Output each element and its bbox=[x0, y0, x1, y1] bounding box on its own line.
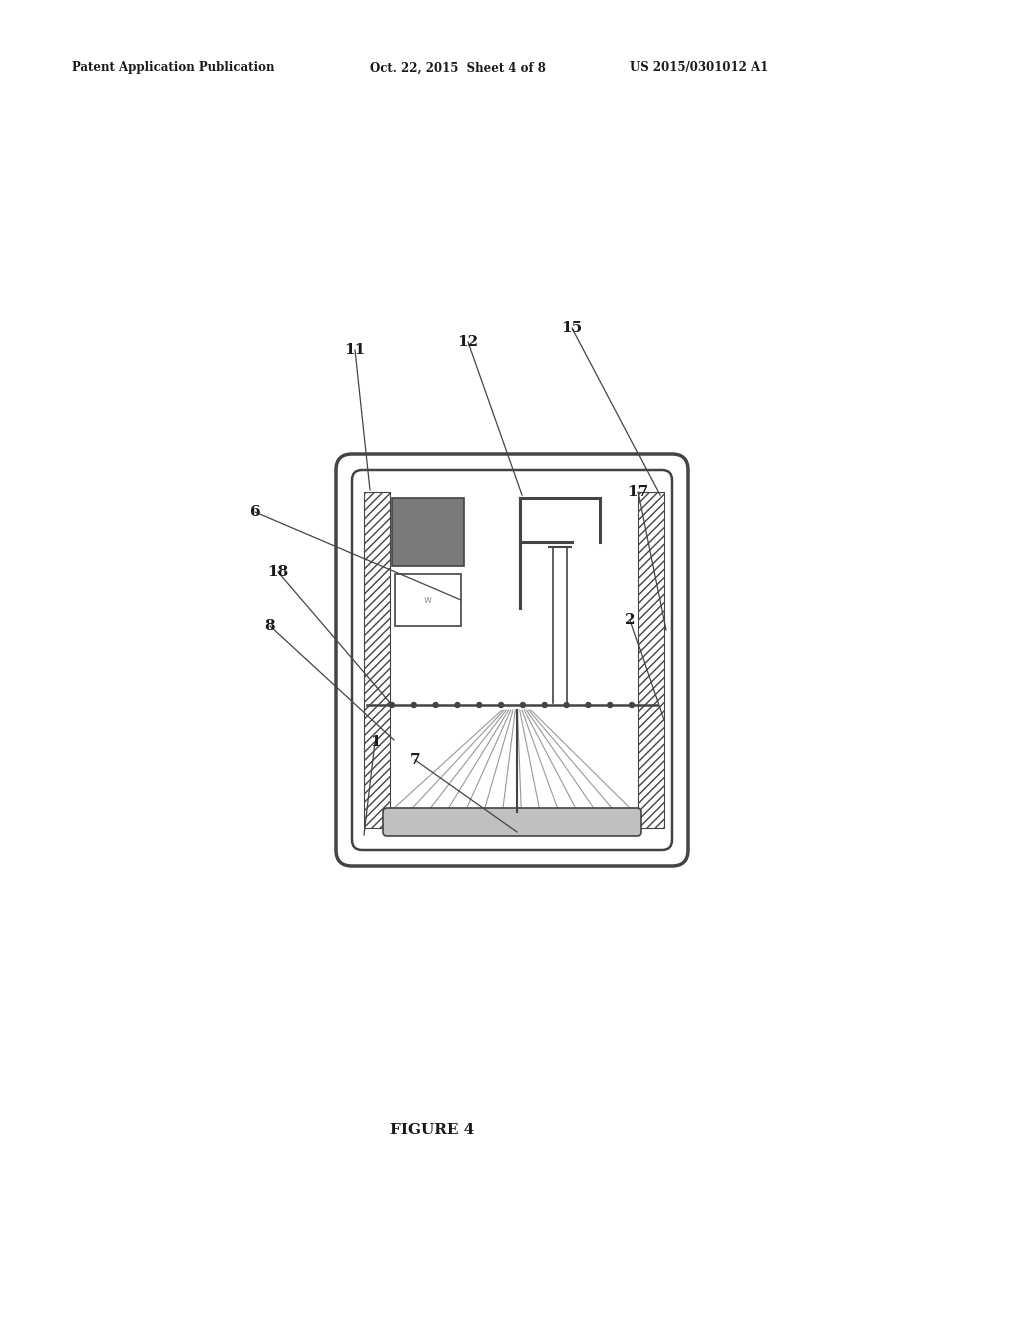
FancyBboxPatch shape bbox=[336, 454, 688, 866]
Circle shape bbox=[433, 702, 438, 708]
Text: 8: 8 bbox=[264, 619, 275, 634]
Text: 18: 18 bbox=[267, 565, 289, 579]
Circle shape bbox=[499, 702, 504, 708]
Text: 11: 11 bbox=[344, 343, 366, 356]
Text: w: w bbox=[424, 595, 432, 605]
Bar bbox=[392, 498, 464, 566]
FancyBboxPatch shape bbox=[383, 808, 641, 836]
Circle shape bbox=[564, 702, 569, 708]
Circle shape bbox=[607, 702, 612, 708]
Text: Oct. 22, 2015  Sheet 4 of 8: Oct. 22, 2015 Sheet 4 of 8 bbox=[370, 62, 546, 74]
Text: US 2015/0301012 A1: US 2015/0301012 A1 bbox=[630, 62, 768, 74]
Text: 1: 1 bbox=[370, 735, 380, 748]
Text: 6: 6 bbox=[250, 506, 260, 519]
Circle shape bbox=[586, 702, 591, 708]
Text: Patent Application Publication: Patent Application Publication bbox=[72, 62, 274, 74]
Bar bbox=[364, 492, 390, 828]
Text: 17: 17 bbox=[628, 484, 648, 499]
Circle shape bbox=[455, 702, 460, 708]
Circle shape bbox=[412, 702, 417, 708]
FancyBboxPatch shape bbox=[352, 470, 672, 850]
Bar bbox=[638, 492, 664, 828]
Text: 2: 2 bbox=[625, 612, 635, 627]
Circle shape bbox=[630, 702, 635, 708]
Circle shape bbox=[543, 702, 547, 708]
Text: FIGURE 4: FIGURE 4 bbox=[390, 1123, 474, 1137]
Text: 12: 12 bbox=[458, 335, 478, 348]
Circle shape bbox=[477, 702, 481, 708]
Circle shape bbox=[389, 702, 394, 708]
Bar bbox=[395, 574, 461, 626]
Text: 7: 7 bbox=[410, 752, 420, 767]
Circle shape bbox=[520, 702, 525, 708]
Text: 15: 15 bbox=[561, 321, 583, 335]
